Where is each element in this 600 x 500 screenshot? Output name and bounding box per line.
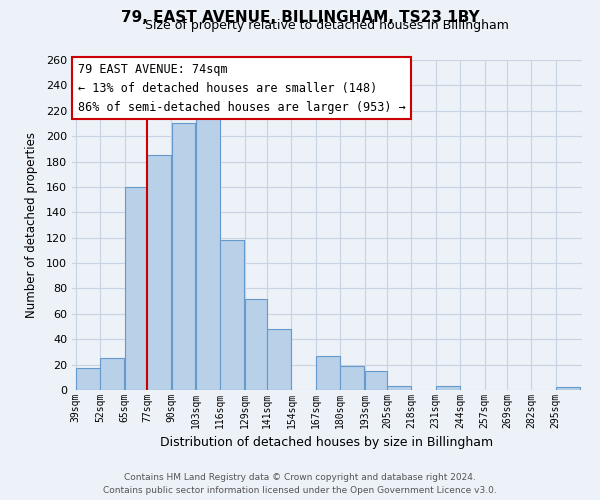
Bar bbox=[147, 155, 171, 390]
Text: Contains HM Land Registry data © Crown copyright and database right 2024.
Contai: Contains HM Land Registry data © Crown c… bbox=[103, 474, 497, 495]
Y-axis label: Number of detached properties: Number of detached properties bbox=[25, 132, 38, 318]
Text: 79 EAST AVENUE: 74sqm
← 13% of detached houses are smaller (148)
86% of semi-det: 79 EAST AVENUE: 74sqm ← 13% of detached … bbox=[77, 62, 406, 114]
Bar bbox=[220, 240, 244, 390]
Bar bbox=[245, 298, 267, 390]
Bar bbox=[100, 358, 124, 390]
Bar bbox=[387, 386, 411, 390]
Bar bbox=[556, 388, 580, 390]
Bar bbox=[436, 386, 460, 390]
Bar bbox=[196, 117, 220, 390]
Bar bbox=[76, 368, 100, 390]
Text: 79, EAST AVENUE, BILLINGHAM, TS23 1BY: 79, EAST AVENUE, BILLINGHAM, TS23 1BY bbox=[121, 10, 479, 25]
Bar bbox=[267, 329, 291, 390]
Bar bbox=[172, 124, 196, 390]
Bar bbox=[125, 187, 147, 390]
Bar bbox=[340, 366, 364, 390]
Bar bbox=[316, 356, 340, 390]
Bar bbox=[365, 371, 387, 390]
Title: Size of property relative to detached houses in Billingham: Size of property relative to detached ho… bbox=[145, 20, 509, 32]
X-axis label: Distribution of detached houses by size in Billingham: Distribution of detached houses by size … bbox=[160, 436, 494, 450]
